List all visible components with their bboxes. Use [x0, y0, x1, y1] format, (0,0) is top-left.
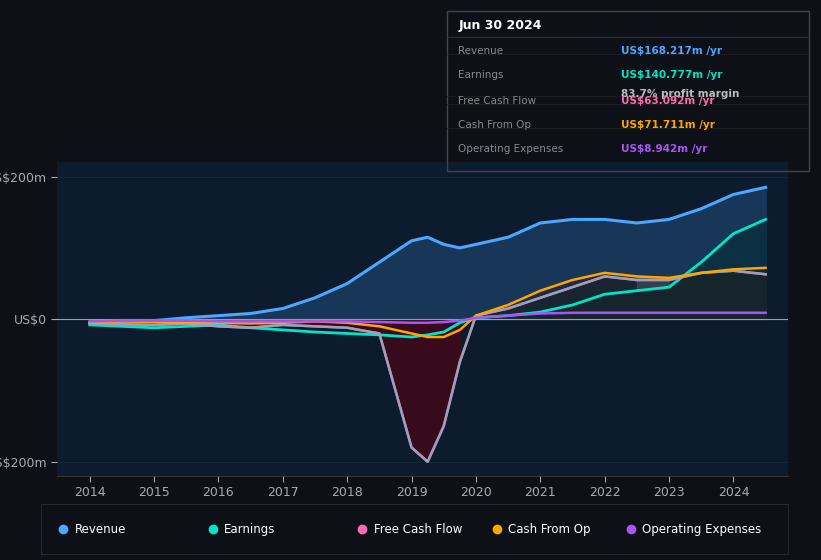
Text: Revenue: Revenue	[75, 522, 126, 536]
Text: Jun 30 2024: Jun 30 2024	[458, 19, 542, 32]
Text: Cash From Op: Cash From Op	[458, 120, 531, 130]
Text: Operating Expenses: Operating Expenses	[458, 144, 563, 153]
Text: Revenue: Revenue	[458, 46, 503, 57]
Text: US$140.777m /yr: US$140.777m /yr	[621, 70, 722, 80]
Text: Free Cash Flow: Free Cash Flow	[458, 96, 536, 106]
Text: Free Cash Flow: Free Cash Flow	[374, 522, 462, 536]
Text: Cash From Op: Cash From Op	[508, 522, 590, 536]
Text: 83.7% profit margin: 83.7% profit margin	[621, 90, 739, 100]
Text: US$63.092m /yr: US$63.092m /yr	[621, 96, 714, 106]
Text: US$8.942m /yr: US$8.942m /yr	[621, 144, 707, 153]
Text: US$71.711m /yr: US$71.711m /yr	[621, 120, 715, 130]
Text: Operating Expenses: Operating Expenses	[643, 522, 762, 536]
Text: Earnings: Earnings	[458, 70, 504, 80]
Text: US$168.217m /yr: US$168.217m /yr	[621, 46, 722, 57]
Text: Earnings: Earnings	[224, 522, 276, 536]
